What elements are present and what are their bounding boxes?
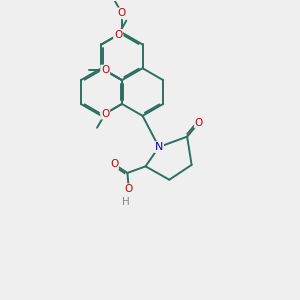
Text: O: O [195,118,203,128]
Text: O: O [114,30,122,40]
Text: O: O [101,65,110,76]
Text: H: H [122,197,130,207]
Text: O: O [118,8,126,18]
Text: O: O [110,159,118,169]
Text: O: O [125,184,133,194]
Text: O: O [101,109,110,118]
Text: N: N [155,142,163,152]
